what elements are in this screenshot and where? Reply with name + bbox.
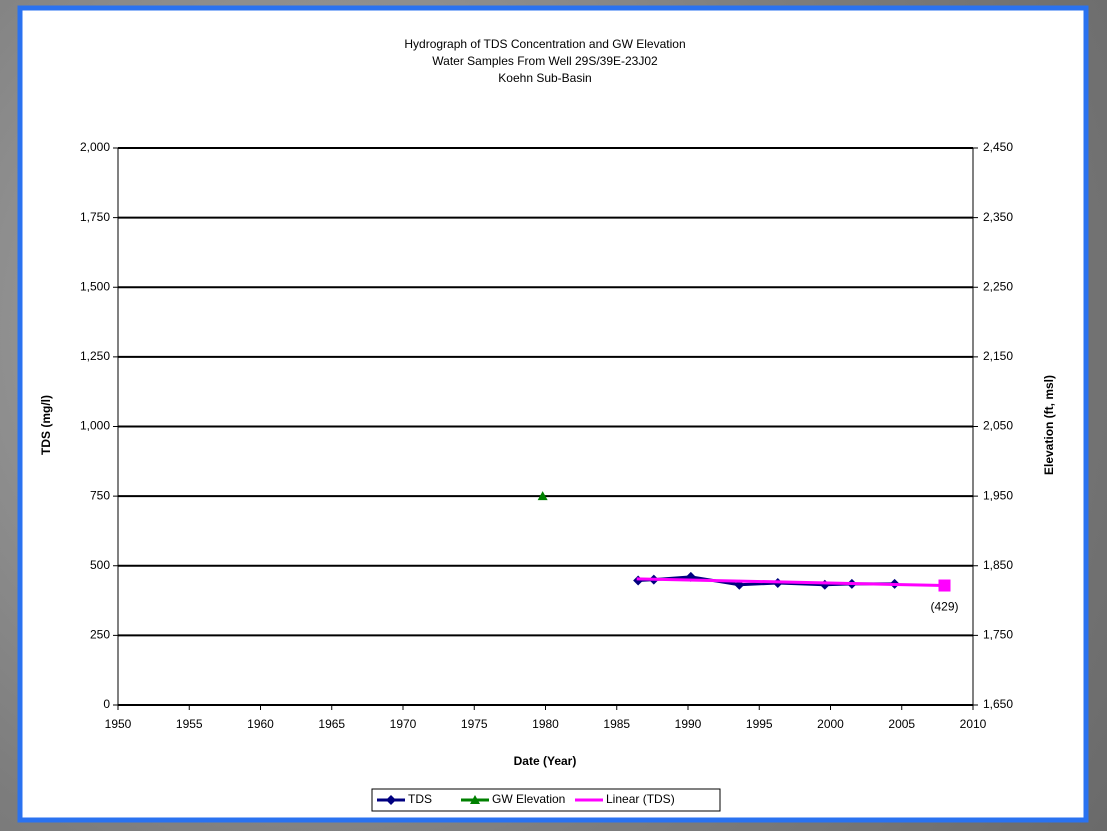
y2-tick-label: 2,150 bbox=[983, 349, 1013, 363]
y-tick-label: 750 bbox=[90, 488, 110, 502]
x-tick-label: 2000 bbox=[817, 717, 844, 731]
chart: Hydrograph of TDS Concentration and GW E… bbox=[0, 0, 1107, 831]
legend-label: TDS bbox=[408, 792, 432, 806]
chart-title: Koehn Sub-Basin bbox=[498, 71, 591, 85]
y-tick-label: 1,250 bbox=[80, 349, 110, 363]
x-tick-label: 1975 bbox=[461, 717, 488, 731]
x-tick-label: 1960 bbox=[247, 717, 274, 731]
y-tick-label: 1,000 bbox=[80, 419, 110, 433]
x-tick-label: 1980 bbox=[532, 717, 559, 731]
x-tick-label: 2010 bbox=[960, 717, 987, 731]
x-tick-label: 1950 bbox=[105, 717, 132, 731]
y2-tick-label: 1,650 bbox=[983, 697, 1013, 711]
x-tick-label: 1985 bbox=[603, 717, 630, 731]
marker bbox=[939, 580, 951, 592]
y2-tick-label: 2,250 bbox=[983, 279, 1013, 293]
legend: TDS GW Elevation Linear (TDS) bbox=[372, 789, 720, 811]
y2-tick-label: 1,750 bbox=[983, 628, 1013, 642]
data-label: (429) bbox=[930, 600, 958, 614]
x-tick-label: 2005 bbox=[888, 717, 915, 731]
x-tick-label: 1970 bbox=[390, 717, 417, 731]
y2-tick-label: 1,850 bbox=[983, 558, 1013, 572]
panel bbox=[20, 8, 1086, 820]
x-tick-label: 1990 bbox=[675, 717, 702, 731]
y2-tick-label: 2,450 bbox=[983, 140, 1013, 154]
legend-label: GW Elevation bbox=[492, 792, 565, 806]
y-tick-label: 1,500 bbox=[80, 279, 110, 293]
chart-title: Hydrograph of TDS Concentration and GW E… bbox=[404, 37, 685, 51]
chart-title: Water Samples From Well 29S/39E-23J02 bbox=[432, 54, 658, 68]
y-tick-label: 250 bbox=[90, 628, 110, 642]
y-tick-label: 2,000 bbox=[80, 140, 110, 154]
y-tick-label: 1,750 bbox=[80, 210, 110, 224]
y-axis-label: TDS (mg/l) bbox=[39, 395, 53, 455]
y-tick-label: 0 bbox=[103, 697, 110, 711]
y2-axis-label: Elevation (ft, msl) bbox=[1042, 375, 1056, 475]
y-tick-label: 500 bbox=[90, 558, 110, 572]
x-axis-label: Date (Year) bbox=[514, 754, 577, 768]
x-tick-label: 1995 bbox=[746, 717, 773, 731]
legend-label: Linear (TDS) bbox=[606, 792, 675, 806]
y2-tick-label: 2,050 bbox=[983, 419, 1013, 433]
x-tick-label: 1955 bbox=[176, 717, 203, 731]
screen: Hydrograph of TDS Concentration and GW E… bbox=[0, 0, 1107, 831]
y2-tick-label: 2,350 bbox=[983, 210, 1013, 224]
x-tick-label: 1965 bbox=[318, 717, 345, 731]
y2-tick-label: 1,950 bbox=[983, 488, 1013, 502]
